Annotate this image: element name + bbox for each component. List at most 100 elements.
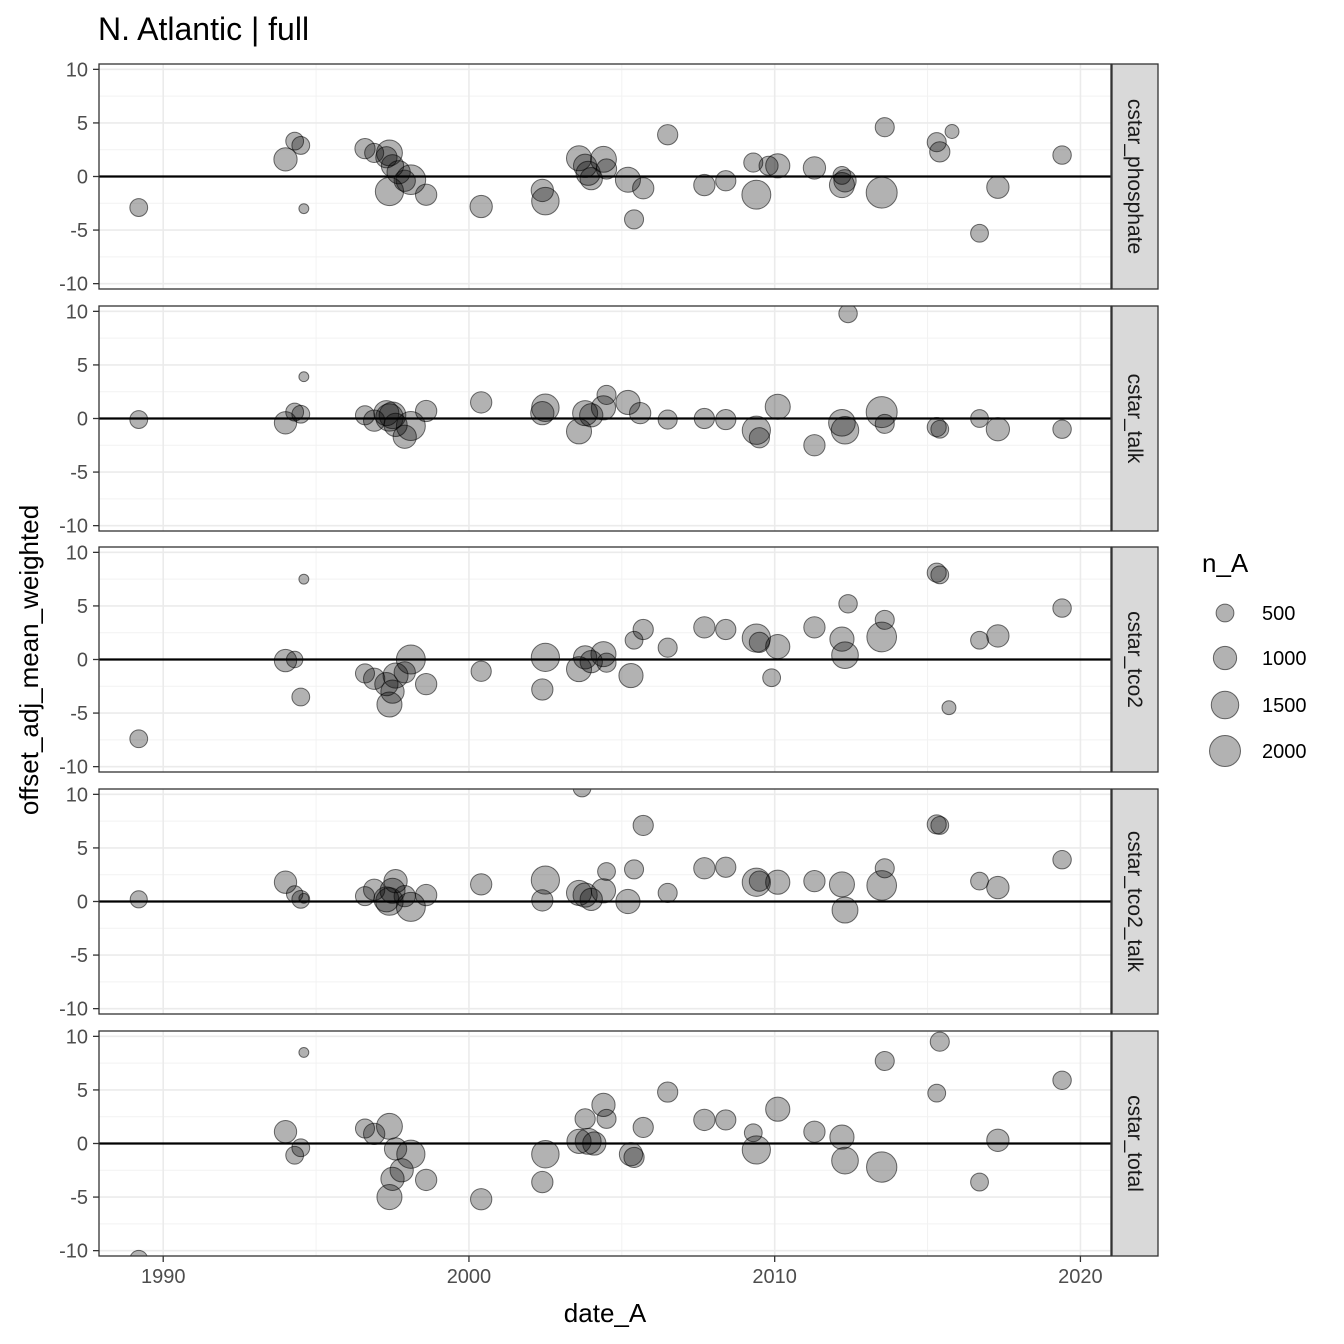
- facet-strip: [1111, 546, 1159, 773]
- data-point: [874, 858, 895, 879]
- data-point: [629, 401, 652, 425]
- data-point: [802, 156, 827, 180]
- data-point: [866, 621, 898, 653]
- data-point: [129, 729, 149, 749]
- data-point: [470, 660, 492, 682]
- data-point: [874, 609, 895, 630]
- data-point: [623, 1146, 645, 1169]
- data-point: [531, 186, 560, 216]
- data-point: [572, 789, 592, 798]
- data-point: [273, 1120, 298, 1144]
- data-point: [291, 687, 311, 707]
- data-point: [380, 679, 405, 704]
- data-point: [129, 410, 149, 429]
- data-point: [693, 407, 715, 430]
- data-point: [986, 875, 1010, 900]
- data-point: [618, 662, 644, 689]
- data-point: [530, 401, 555, 426]
- data-point: [566, 1128, 592, 1154]
- data-point: [383, 869, 408, 894]
- y-tick-label: 5: [77, 1080, 88, 1102]
- y-tick-label: 10: [66, 784, 88, 806]
- data-point: [803, 434, 826, 457]
- legend-label: 1500: [1262, 695, 1307, 717]
- data-point: [298, 203, 310, 215]
- data-point: [838, 594, 858, 614]
- data-point: [291, 136, 311, 155]
- size-legend: n_A 500 1000 1500 2000: [1202, 548, 1307, 767]
- data-point: [614, 166, 641, 193]
- x-tick-label: 2020: [1058, 1266, 1103, 1288]
- data-points: [129, 117, 1072, 243]
- facet-strip-label: cstar_total: [1123, 1095, 1146, 1192]
- data-point: [865, 176, 898, 209]
- data-point: [657, 882, 678, 903]
- x-axis-title: date_A: [564, 1298, 647, 1328]
- data-point: [382, 662, 409, 689]
- data-point: [363, 667, 386, 690]
- data-point: [803, 1120, 826, 1143]
- data-point: [765, 869, 791, 895]
- data-point: [657, 1081, 679, 1103]
- data-point: [657, 637, 678, 658]
- data-point: [285, 1145, 305, 1165]
- data-point: [129, 198, 149, 217]
- data-point: [657, 124, 679, 146]
- y-tick-label: 0: [77, 409, 88, 431]
- facet-strip: [1111, 1030, 1159, 1257]
- y-tick-label: 0: [77, 1134, 88, 1156]
- legend-label: 1000: [1262, 648, 1307, 670]
- data-point: [595, 158, 618, 180]
- y-axis-title: offset_adj_mean_weighted: [14, 505, 44, 815]
- y-tick-label: 10: [66, 1026, 88, 1048]
- data-point: [927, 1083, 947, 1103]
- y-tick-label: -10: [59, 757, 88, 779]
- data-point: [970, 409, 989, 428]
- facet-panel-cstar_total: -10 -5 0 5 10 cstar_total: [59, 1026, 1159, 1263]
- data-point: [582, 1131, 607, 1156]
- data-point: [762, 668, 782, 688]
- data-point: [715, 170, 737, 192]
- data-point: [291, 1138, 311, 1158]
- data-point: [285, 650, 304, 669]
- data-point: [469, 194, 493, 219]
- data-point: [291, 889, 311, 909]
- data-point: [395, 644, 426, 675]
- data-point: [414, 183, 438, 206]
- data-point: [596, 1108, 617, 1129]
- y-tick-label: 10: [66, 542, 88, 564]
- data-points: [129, 1031, 1072, 1256]
- data-point: [715, 618, 737, 641]
- data-point: [363, 1122, 386, 1146]
- data-point: [298, 371, 310, 383]
- data-point: [470, 873, 493, 896]
- facet-panel-cstar_phosphate: -10 -5 0 5 10 cstar_phosphate: [59, 59, 1159, 296]
- data-point: [830, 416, 860, 445]
- facet-panels: -10 -5 0 5 10 cstar_phosphate -10 -5 0 5 10 cstar_t…: [59, 59, 1159, 1263]
- chart-title: N. Atlantic | full: [98, 11, 309, 47]
- data-point: [748, 870, 771, 892]
- data-point: [380, 1166, 405, 1191]
- data-point: [715, 408, 737, 431]
- data-point: [764, 393, 791, 420]
- data-point: [396, 1139, 426, 1169]
- data-point: [765, 634, 791, 660]
- data-point: [866, 870, 898, 901]
- data-point: [590, 395, 617, 421]
- data-point: [565, 145, 593, 172]
- data-point: [596, 384, 617, 405]
- data-point: [828, 871, 855, 898]
- y-tick-label: 10: [66, 301, 88, 323]
- data-point: [970, 871, 989, 891]
- data-point: [376, 1184, 403, 1211]
- data-point: [765, 153, 791, 179]
- facet-strip: [1111, 305, 1159, 532]
- y-tick-label: -10: [59, 999, 88, 1021]
- data-point: [715, 1109, 737, 1131]
- data-point: [741, 179, 772, 210]
- data-point: [624, 859, 645, 880]
- data-point: [715, 856, 737, 878]
- x-tick-label: 1990: [141, 1266, 186, 1288]
- data-point: [395, 891, 426, 922]
- data-point: [298, 573, 310, 585]
